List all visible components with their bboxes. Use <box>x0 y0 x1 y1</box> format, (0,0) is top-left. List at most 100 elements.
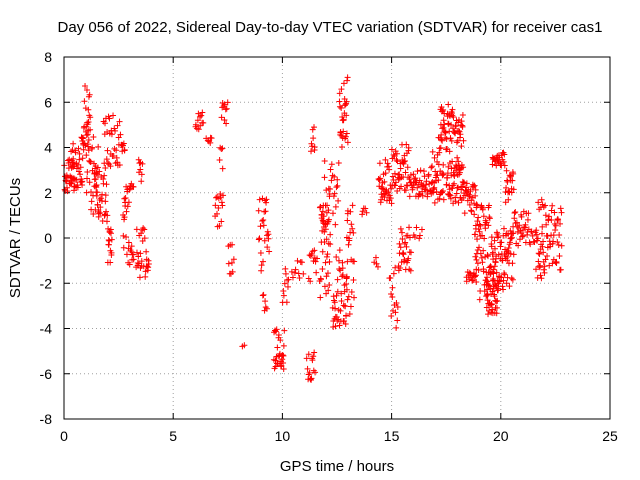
data-point <box>403 141 410 148</box>
data-point <box>453 190 460 197</box>
data-point <box>308 250 315 257</box>
data-point <box>280 359 287 366</box>
data-point <box>472 272 479 279</box>
data-point <box>68 148 75 155</box>
data-point <box>255 207 262 214</box>
data-point <box>108 131 115 138</box>
data-point <box>334 182 341 189</box>
y-tick-label: -8 <box>40 411 53 427</box>
data-point <box>138 258 145 265</box>
data-point <box>94 172 101 179</box>
data-point <box>489 306 496 313</box>
data-point <box>475 214 482 221</box>
data-point <box>440 106 447 113</box>
y-tick-label: -4 <box>40 321 53 337</box>
data-point <box>309 357 316 364</box>
data-point <box>325 207 332 214</box>
data-point <box>419 183 426 190</box>
data-point <box>334 176 341 183</box>
data-point <box>311 124 318 131</box>
data-point <box>510 230 517 237</box>
data-point <box>199 109 206 116</box>
data-point <box>474 236 481 243</box>
data-point <box>103 208 110 215</box>
data-point <box>219 145 226 152</box>
data-point <box>500 225 507 232</box>
data-point <box>344 296 351 303</box>
data-point <box>219 202 226 209</box>
data-point <box>542 256 549 263</box>
data-point <box>97 209 104 216</box>
data-point <box>392 148 399 155</box>
data-point <box>501 162 508 169</box>
data-point <box>92 165 99 172</box>
data-point <box>195 126 202 133</box>
data-point <box>416 232 423 239</box>
data-point <box>84 168 91 175</box>
data-point <box>425 171 432 178</box>
data-point <box>340 128 347 135</box>
data-point <box>207 139 214 146</box>
data-point <box>116 118 123 125</box>
data-point <box>507 173 514 180</box>
data-point <box>385 189 392 196</box>
data-point <box>322 259 329 266</box>
chart-title: Day 056 of 2022, Sidereal Day-to-day VTE… <box>58 19 603 36</box>
data-point <box>78 179 85 186</box>
data-point <box>388 146 395 153</box>
data-point <box>484 252 491 259</box>
data-point <box>444 174 451 181</box>
data-points <box>61 74 565 384</box>
data-point <box>446 191 453 198</box>
data-point <box>213 194 220 201</box>
data-point <box>102 192 109 199</box>
data-point <box>533 227 540 234</box>
data-point <box>230 256 237 263</box>
data-point <box>136 274 143 281</box>
data-point <box>432 168 439 175</box>
data-point <box>461 179 468 186</box>
data-point <box>221 117 228 124</box>
data-point <box>485 282 492 289</box>
data-point <box>123 251 130 258</box>
data-point <box>552 226 559 233</box>
data-point <box>311 143 318 150</box>
data-point <box>528 228 535 235</box>
data-point <box>555 216 562 223</box>
data-point <box>526 239 533 246</box>
data-point <box>277 337 284 344</box>
data-point <box>488 234 495 241</box>
data-point <box>454 137 461 144</box>
data-point <box>220 192 227 199</box>
data-point <box>262 298 269 305</box>
data-point <box>260 222 267 229</box>
data-point <box>328 177 335 184</box>
data-point <box>394 304 401 311</box>
data-point <box>471 182 478 189</box>
data-point <box>137 250 144 257</box>
data-point <box>348 288 355 295</box>
data-point <box>67 180 74 187</box>
data-point <box>331 173 338 180</box>
data-point <box>483 293 490 300</box>
data-point <box>446 128 453 135</box>
data-point <box>507 235 514 242</box>
data-point <box>473 278 480 285</box>
data-point <box>509 276 516 283</box>
data-point <box>407 267 414 274</box>
data-point <box>397 165 404 172</box>
data-point <box>218 146 225 153</box>
data-point <box>264 244 271 251</box>
data-point <box>442 129 449 136</box>
data-point <box>404 182 411 189</box>
data-point <box>428 164 435 171</box>
data-point <box>512 220 519 227</box>
data-point <box>491 293 498 300</box>
data-point <box>87 158 94 165</box>
data-point <box>543 221 550 228</box>
data-point <box>471 211 478 218</box>
data-point <box>498 274 505 281</box>
data-point <box>81 98 88 105</box>
data-point <box>431 154 438 161</box>
data-point <box>552 222 559 229</box>
